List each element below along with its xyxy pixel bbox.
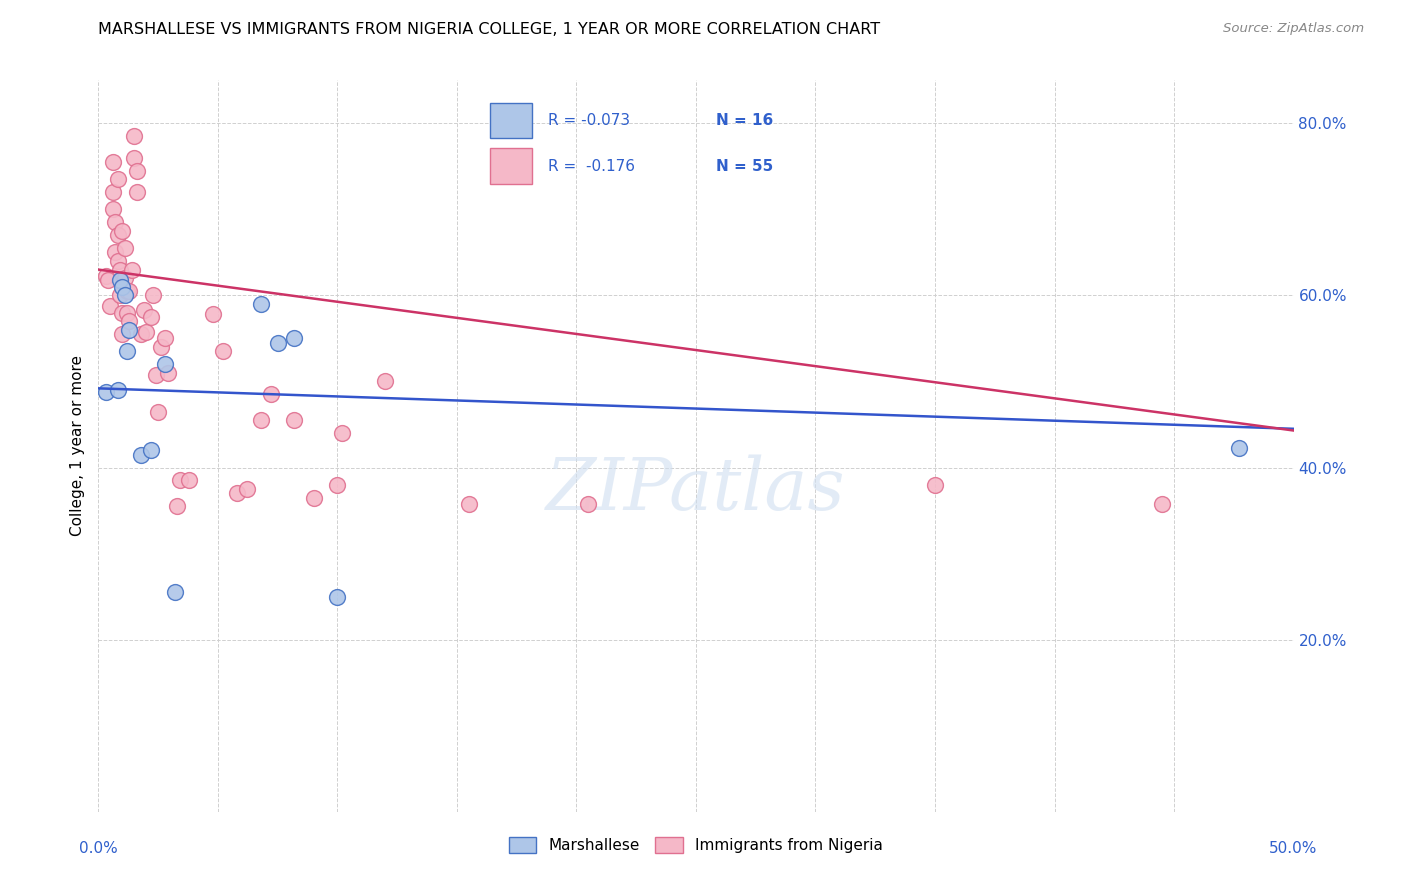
Point xyxy=(211,344,233,359)
Point xyxy=(155,331,177,345)
Point xyxy=(139,310,162,324)
Point xyxy=(139,443,162,458)
Point xyxy=(131,327,153,342)
Point xyxy=(166,500,188,514)
Point xyxy=(114,271,136,285)
Point xyxy=(576,497,599,511)
Point xyxy=(107,383,129,397)
Y-axis label: College, 1 year or more: College, 1 year or more xyxy=(70,356,86,536)
Text: MARSHALLESE VS IMMIGRANTS FROM NIGERIA COLLEGE, 1 YEAR OR MORE CORRELATION CHART: MARSHALLESE VS IMMIGRANTS FROM NIGERIA C… xyxy=(98,22,880,37)
Point xyxy=(226,486,249,500)
Point xyxy=(118,314,141,328)
Point xyxy=(104,215,127,229)
Point xyxy=(202,307,225,321)
Point xyxy=(107,172,129,186)
Point xyxy=(118,284,141,298)
Legend: Marshallese, Immigrants from Nigeria: Marshallese, Immigrants from Nigeria xyxy=(503,830,889,859)
Point xyxy=(115,305,138,319)
Point xyxy=(250,413,273,427)
Text: 50.0%: 50.0% xyxy=(1270,841,1317,856)
Point xyxy=(101,155,124,169)
Point xyxy=(107,228,129,243)
Point xyxy=(259,387,281,401)
Point xyxy=(374,375,396,389)
Point xyxy=(131,448,153,462)
Point xyxy=(302,491,325,505)
Point xyxy=(145,368,167,382)
Point xyxy=(94,384,117,399)
Point xyxy=(108,273,131,287)
Point xyxy=(115,344,138,359)
Point xyxy=(111,224,134,238)
Point xyxy=(148,404,170,418)
Point xyxy=(101,202,124,217)
Point xyxy=(101,185,124,199)
Point xyxy=(326,590,349,604)
Text: ZIPatlas: ZIPatlas xyxy=(546,455,846,525)
Point xyxy=(118,323,141,337)
Point xyxy=(326,477,349,491)
Point xyxy=(1227,441,1250,455)
Point xyxy=(111,280,134,294)
Point xyxy=(135,325,157,339)
Point xyxy=(107,254,129,268)
Point xyxy=(97,273,120,287)
Point xyxy=(104,245,127,260)
Point xyxy=(121,262,143,277)
Point xyxy=(179,474,201,488)
Point xyxy=(250,297,273,311)
Point xyxy=(114,288,136,302)
Point xyxy=(235,482,257,496)
Point xyxy=(169,474,191,488)
Text: 0.0%: 0.0% xyxy=(79,841,118,856)
Point xyxy=(283,331,305,345)
Point xyxy=(155,357,177,371)
Point xyxy=(458,497,481,511)
Point xyxy=(98,299,122,313)
Point xyxy=(108,288,131,302)
Point xyxy=(142,288,165,302)
Point xyxy=(124,129,146,144)
Point xyxy=(924,477,946,491)
Point xyxy=(267,335,290,350)
Point xyxy=(115,284,138,298)
Point xyxy=(149,340,172,354)
Point xyxy=(283,413,305,427)
Point xyxy=(108,262,131,277)
Point xyxy=(330,426,353,441)
Point xyxy=(132,303,155,318)
Text: Source: ZipAtlas.com: Source: ZipAtlas.com xyxy=(1223,22,1364,36)
Point xyxy=(125,185,148,199)
Point xyxy=(163,585,186,599)
Point xyxy=(125,163,148,178)
Point xyxy=(111,327,134,342)
Point xyxy=(124,151,146,165)
Point xyxy=(114,241,136,255)
Point xyxy=(1150,497,1173,511)
Point xyxy=(94,269,117,284)
Point xyxy=(156,366,179,380)
Point xyxy=(111,305,134,319)
